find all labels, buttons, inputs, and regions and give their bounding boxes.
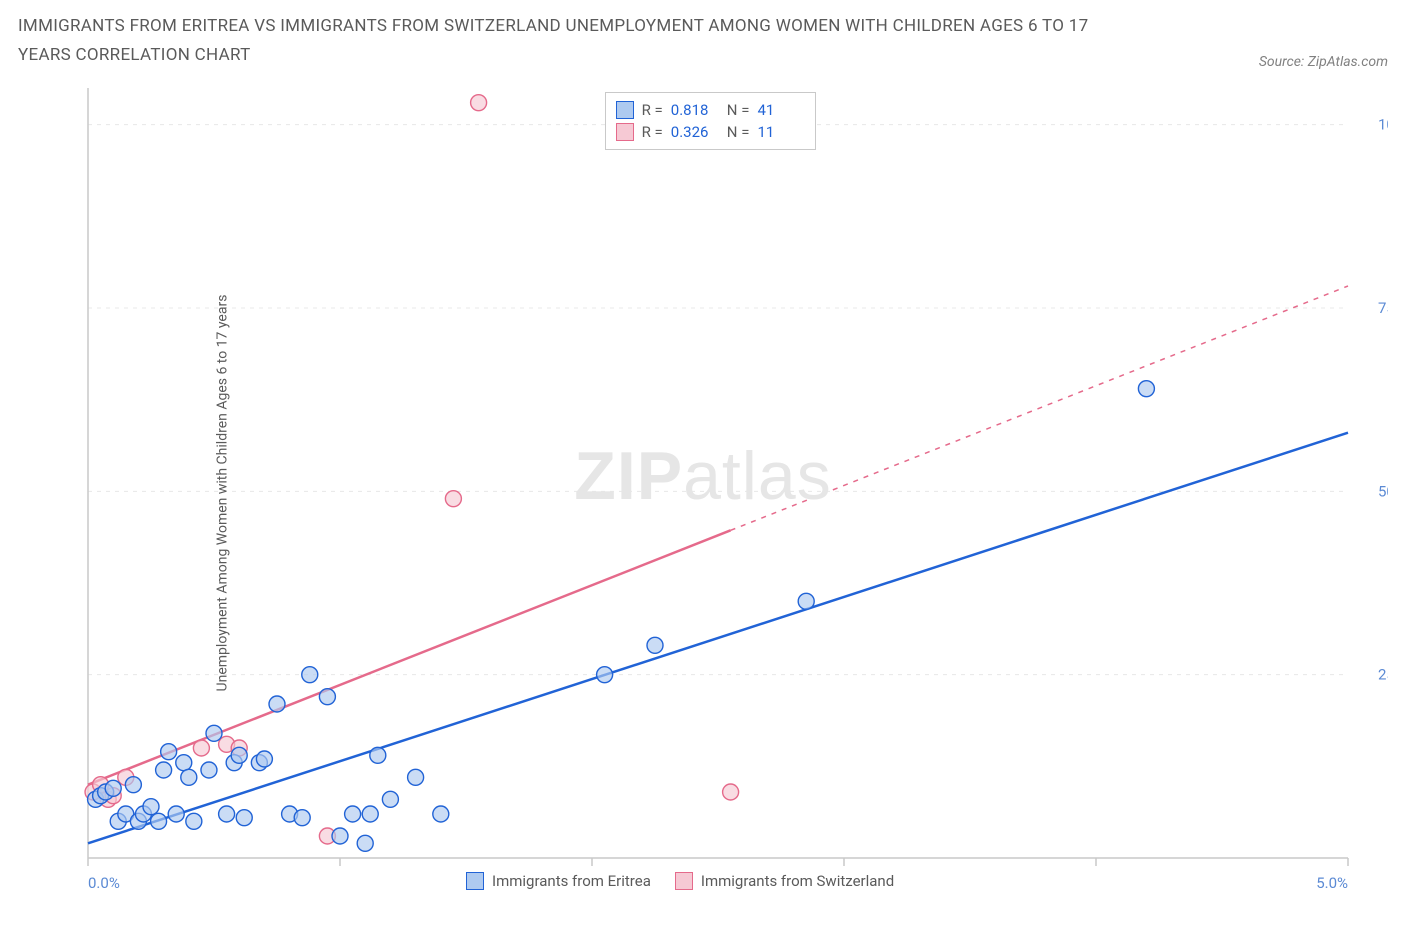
stats-row-eritrea: R = 0.818 N = 41	[616, 99, 806, 121]
point-switzerland	[723, 784, 739, 800]
point-eritrea	[201, 762, 217, 778]
chart-source: Source: ZipAtlas.com	[1259, 54, 1388, 70]
y-tick-label: 50.0%	[1378, 482, 1388, 500]
swatch-eritrea	[616, 101, 634, 119]
correlation-stats-box: R = 0.818 N = 41 R = 0.326 N = 11	[605, 92, 817, 150]
point-eritrea	[332, 828, 348, 844]
point-eritrea	[597, 666, 613, 682]
y-axis-label: Unemployment Among Women with Children A…	[214, 294, 230, 691]
series-legend: Immigrants from Eritrea Immigrants from …	[466, 872, 894, 890]
point-switzerland	[471, 94, 487, 110]
point-eritrea	[156, 762, 172, 778]
point-eritrea	[798, 593, 814, 609]
point-eritrea	[269, 696, 285, 712]
swatch-eritrea	[466, 872, 484, 890]
y-tick-label: 25.0%	[1378, 665, 1388, 683]
point-eritrea	[647, 637, 663, 653]
x-tick-label: 5.0%	[1316, 874, 1348, 892]
x-tick-label: 0.0%	[88, 874, 120, 892]
y-tick-label: 100.0%	[1378, 115, 1388, 133]
point-eritrea	[206, 725, 222, 741]
point-eritrea	[236, 809, 252, 825]
point-eritrea	[176, 754, 192, 770]
point-eritrea	[370, 747, 386, 763]
point-eritrea	[302, 666, 318, 682]
stats-row-switzerland: R = 0.326 N = 11	[616, 121, 806, 143]
point-eritrea	[382, 791, 398, 807]
point-eritrea	[161, 743, 177, 759]
legend-item-switzerland: Immigrants from Switzerland	[675, 872, 894, 890]
point-eritrea	[433, 806, 449, 822]
point-eritrea	[256, 751, 272, 767]
point-eritrea	[186, 813, 202, 829]
swatch-switzerland	[616, 123, 634, 141]
chart-header: IMMIGRANTS FROM ERITREA VS IMMIGRANTS FR…	[18, 12, 1388, 70]
point-eritrea	[181, 769, 197, 785]
point-eritrea	[168, 806, 184, 822]
legend-label-switzerland: Immigrants from Switzerland	[701, 872, 894, 890]
legend-label-eritrea: Immigrants from Eritrea	[492, 872, 651, 890]
swatch-switzerland	[675, 872, 693, 890]
point-eritrea	[345, 806, 361, 822]
point-eritrea	[143, 798, 159, 814]
chart-title: IMMIGRANTS FROM ERITREA VS IMMIGRANTS FR…	[18, 12, 1118, 70]
point-eritrea	[219, 806, 235, 822]
point-eritrea	[357, 835, 373, 851]
point-eritrea	[151, 813, 167, 829]
point-eritrea	[362, 806, 378, 822]
point-switzerland	[193, 740, 209, 756]
point-eritrea	[408, 769, 424, 785]
legend-item-eritrea: Immigrants from Eritrea	[466, 872, 651, 890]
point-eritrea	[105, 780, 121, 796]
chart-area: Unemployment Among Women with Children A…	[18, 78, 1388, 908]
point-eritrea	[1138, 380, 1154, 396]
point-eritrea	[319, 688, 335, 704]
point-switzerland	[445, 490, 461, 506]
y-tick-label: 75.0%	[1378, 299, 1388, 317]
point-eritrea	[231, 747, 247, 763]
point-eritrea	[125, 776, 141, 792]
point-eritrea	[294, 809, 310, 825]
